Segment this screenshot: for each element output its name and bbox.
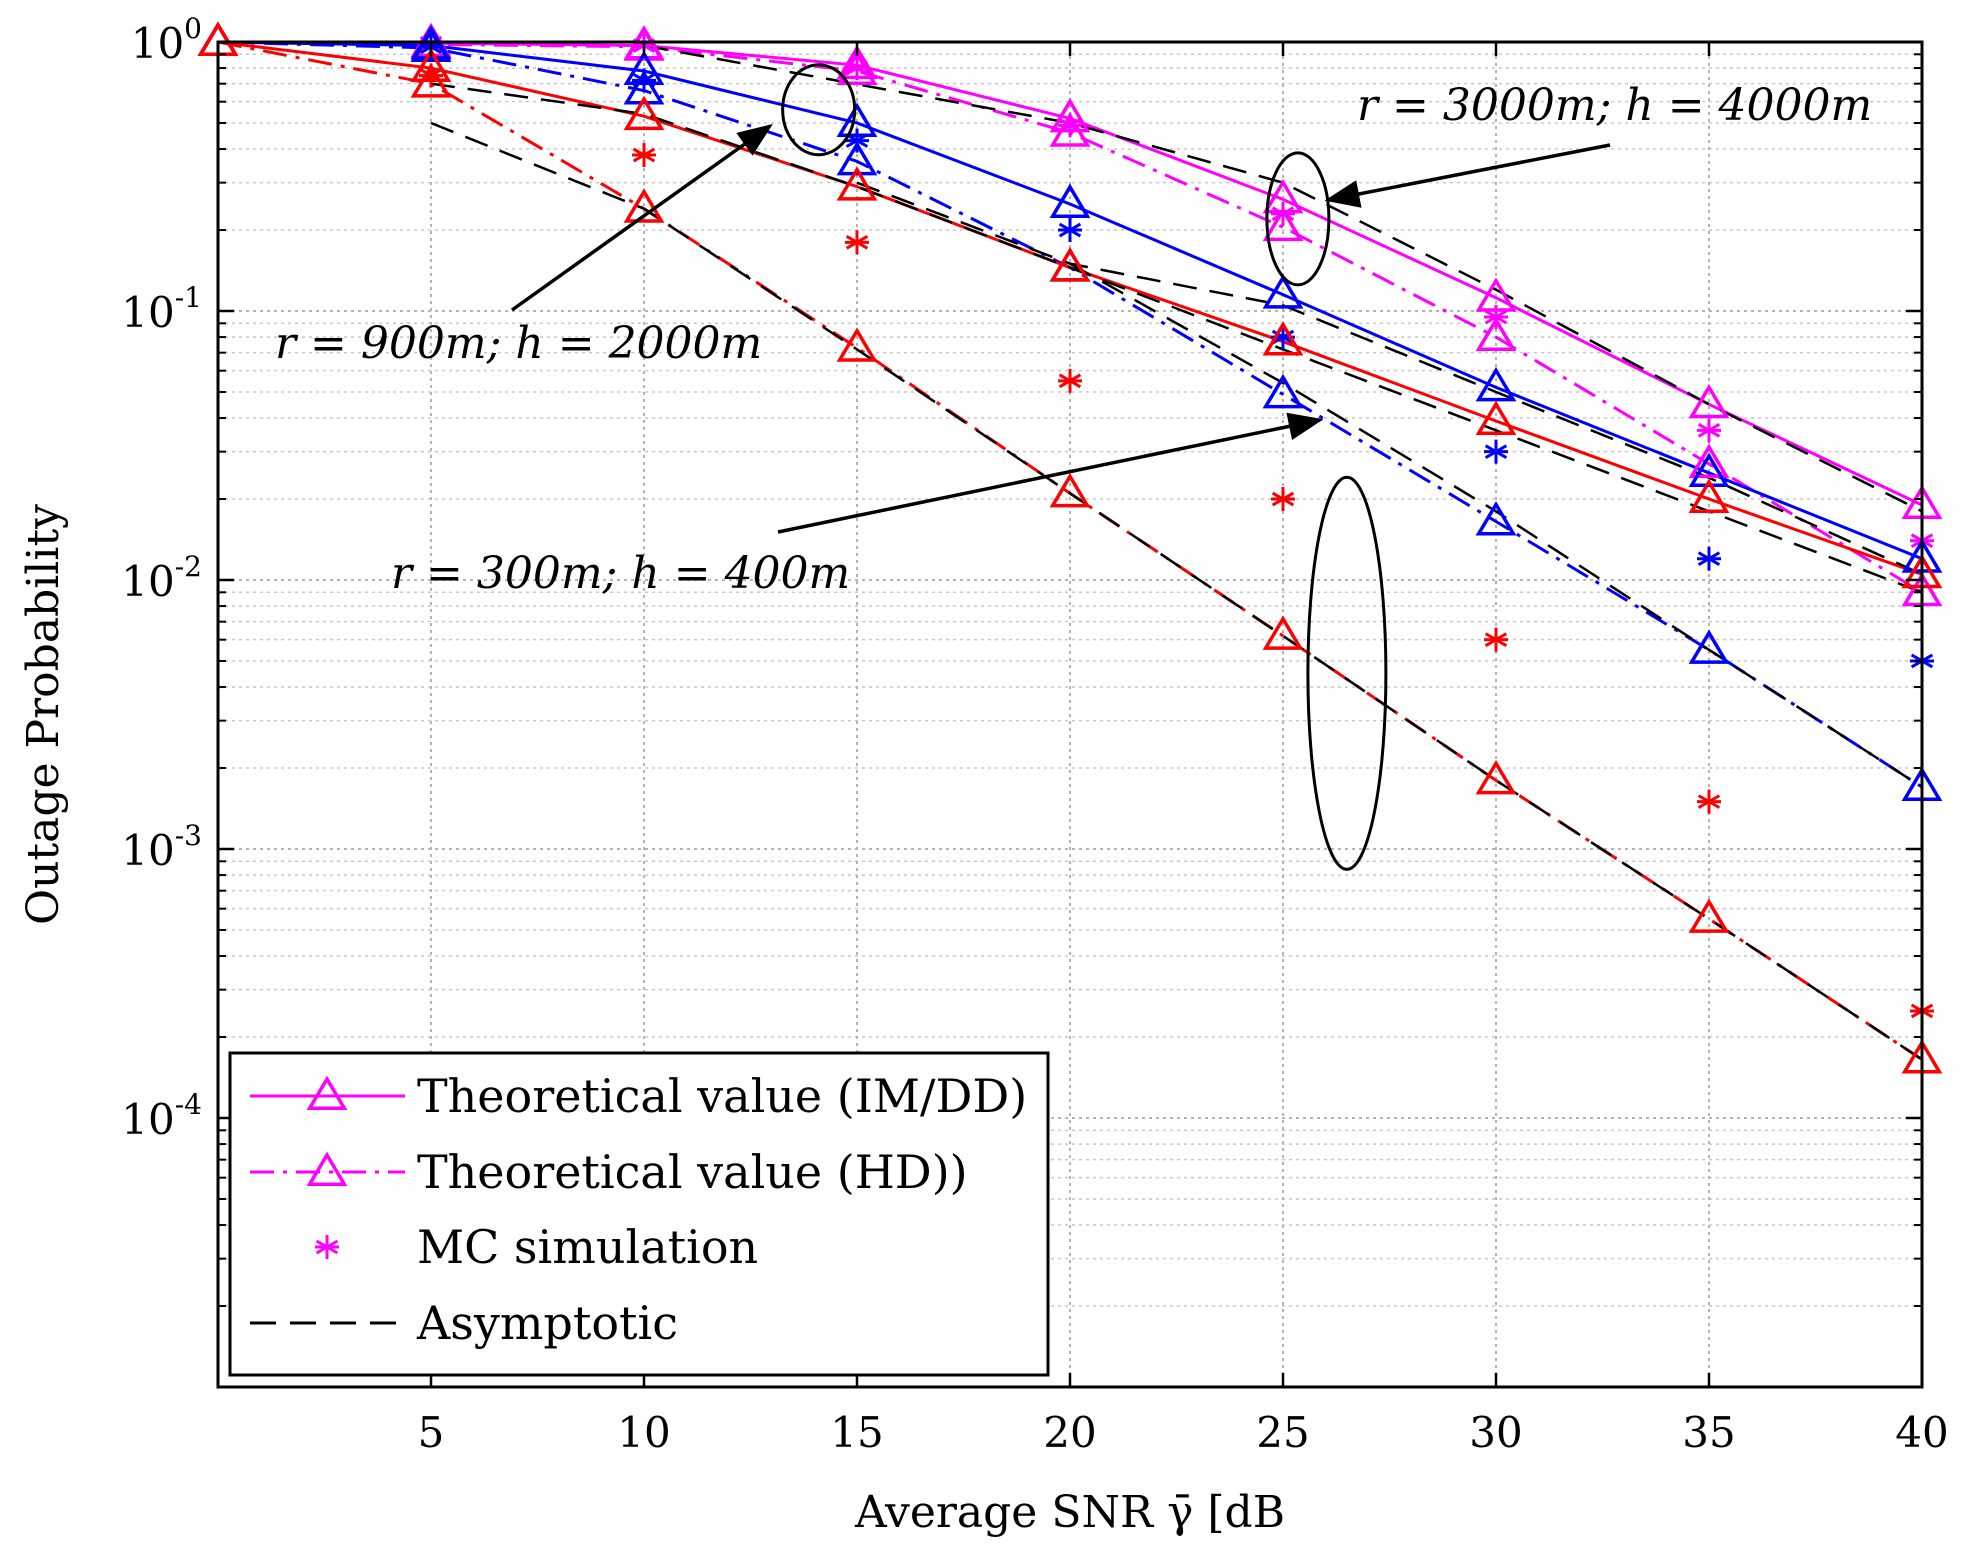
triangle-marker <box>623 95 665 131</box>
mc-simulation-point <box>1697 418 1721 443</box>
triangle-marker <box>836 44 878 80</box>
group-ellipse-r3000h4000 <box>1265 151 1331 287</box>
y-tick-label: 10-4 <box>121 1088 202 1144</box>
mc-simulation-point <box>632 143 656 168</box>
asymptotic-line <box>430 82 1923 594</box>
y-tick-label: 100 <box>131 12 202 68</box>
triangle-marker <box>1262 615 1304 650</box>
mc-simulation-point <box>1484 627 1508 652</box>
x-tick-label: 30 <box>1469 1408 1522 1457</box>
annotation-arrow-r900h2000 <box>510 123 773 312</box>
annotation-label-r900h2000: r = 900m; h = 2000m <box>275 318 762 369</box>
triangle-marker <box>836 327 878 362</box>
legend-triangle-marker <box>306 1151 348 1186</box>
mc-simulation-point <box>1271 487 1295 512</box>
legend-item: MC simulation <box>315 1220 758 1274</box>
group-ellipse-r900h2000 <box>781 63 857 157</box>
x-tick-label: 25 <box>1256 1408 1309 1457</box>
asymptotic-line <box>430 121 1923 1061</box>
legend-item: Theoretical value (IM/DD) <box>250 1069 1027 1123</box>
triangle-marker <box>410 27 452 62</box>
legend-label: Asymptotic <box>416 1296 678 1350</box>
annotation-label-r3000h4000: r = 3000m; h = 4000m <box>1357 80 1872 131</box>
asymptotic-line <box>856 181 1923 576</box>
triangle-marker <box>1475 501 1517 536</box>
triangle-marker <box>836 166 878 201</box>
triangle-marker <box>623 50 665 86</box>
x-tick-label: 40 <box>1895 1408 1948 1457</box>
triangle-marker <box>1049 183 1091 218</box>
triangle-marker <box>1688 383 1730 419</box>
legend-label: MC simulation <box>417 1220 758 1274</box>
triangle-marker <box>623 188 665 223</box>
triangle-marker <box>410 47 452 83</box>
triangle-marker <box>410 63 452 98</box>
mc-simulation-point <box>1697 546 1721 571</box>
triangle-marker <box>1688 443 1730 478</box>
x-tick-label: 20 <box>1043 1408 1096 1457</box>
x-tick-label: 35 <box>1682 1408 1735 1457</box>
mc-simulation-point <box>1271 201 1295 226</box>
annotation-arrow-r3000h4000 <box>1324 143 1611 208</box>
x-tick-label: 5 <box>418 1408 445 1457</box>
y-axis-label: Outage Probability <box>18 504 69 925</box>
x-tick-label: 15 <box>830 1408 883 1457</box>
legend-box <box>228 1051 1050 1377</box>
series-line-r900h2000-imdd <box>217 40 1923 561</box>
mc-simulation-point <box>1058 218 1082 243</box>
group-ellipse-r300h400 <box>1306 475 1388 871</box>
triangle-marker <box>1049 472 1091 508</box>
legend-item: Asymptotic <box>250 1296 678 1350</box>
mc-simulation-point <box>1484 439 1508 464</box>
triangle-marker <box>1475 366 1517 402</box>
triangle-marker <box>1475 277 1517 312</box>
triangle-marker <box>1049 97 1091 133</box>
triangle-marker <box>1475 400 1517 435</box>
triangle-marker <box>1049 112 1091 147</box>
triangle-marker <box>1688 478 1730 514</box>
legend-item: Theoretical value (HD)) <box>250 1145 968 1199</box>
mc-simulation-point <box>845 230 869 255</box>
asymptotic-line <box>1069 262 1923 789</box>
triangle-marker <box>1049 247 1091 282</box>
annotation-arrow-r300h400 <box>777 412 1324 534</box>
triangle-marker <box>1688 898 1730 933</box>
legend-triangle-marker <box>306 1075 348 1110</box>
y-tick-label: 10-3 <box>121 819 202 875</box>
triangle-marker <box>836 102 878 137</box>
triangle-marker <box>1262 206 1304 242</box>
triangle-marker <box>1262 321 1304 356</box>
x-tick-label: 10 <box>617 1408 670 1457</box>
triangle-marker <box>623 26 665 61</box>
y-tick-label: 10-2 <box>121 550 202 606</box>
triangle-marker <box>1688 629 1730 664</box>
mc-simulation-point <box>1058 368 1082 393</box>
triangle-marker <box>623 70 665 105</box>
y-tick-label: 10-1 <box>121 281 202 337</box>
x-axis-label: Average SNR γ̄ [dB <box>854 1487 1285 1538</box>
legend-label: Theoretical value (HD)) <box>417 1145 968 1199</box>
mc-simulation-point <box>1697 789 1721 814</box>
legend-label: Theoretical value (IM/DD) <box>417 1069 1027 1123</box>
triangle-marker <box>836 50 878 86</box>
legend-asterisk-marker <box>315 1235 339 1259</box>
annotation-label-r300h400: r = 300m; h = 400m <box>391 548 850 599</box>
triangle-marker <box>1262 373 1304 409</box>
triangle-marker <box>1475 316 1517 352</box>
triangle-marker <box>836 140 878 176</box>
triangle-marker <box>1475 759 1517 795</box>
triangle-marker <box>1262 274 1304 309</box>
